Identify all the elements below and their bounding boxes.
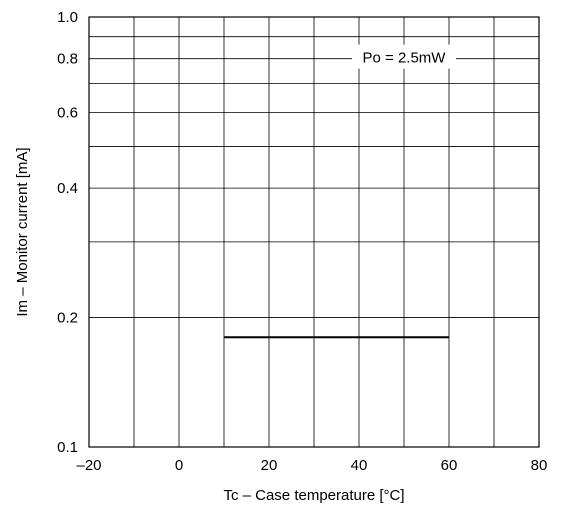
y-tick-label: 0.1 [57,439,78,456]
y-tick-label: 0.6 [57,104,78,121]
y-tick-label: 1.0 [57,9,78,26]
annotations: Po = 2.5mW [352,44,456,69]
x-tick-label: 80 [531,457,548,474]
annotation-background [352,44,456,69]
y-tick-label: 0.4 [57,180,78,197]
x-tick-label: 40 [351,457,368,474]
y-tick-label: 0.2 [57,310,78,327]
plot-frame [88,16,540,448]
annotation-label: Po = 2.5mW [363,50,447,67]
y-tick-labels: 0.1 0.2 0.4 0.6 0.8 1.0 [57,9,78,456]
y-tick-label: 0.8 [57,51,78,68]
y-axis-label: Im – Monitor current [mA] [14,147,31,316]
grid [89,17,539,447]
x-tick-labels: –20 0 20 40 60 80 [76,457,547,474]
x-tick-label: 20 [261,457,278,474]
x-axis-label: Tc – Case temperature [°C] [223,487,404,504]
x-tick-label: –20 [76,457,101,474]
x-tick-label: 60 [441,457,458,474]
x-tick-label: 0 [175,457,183,474]
